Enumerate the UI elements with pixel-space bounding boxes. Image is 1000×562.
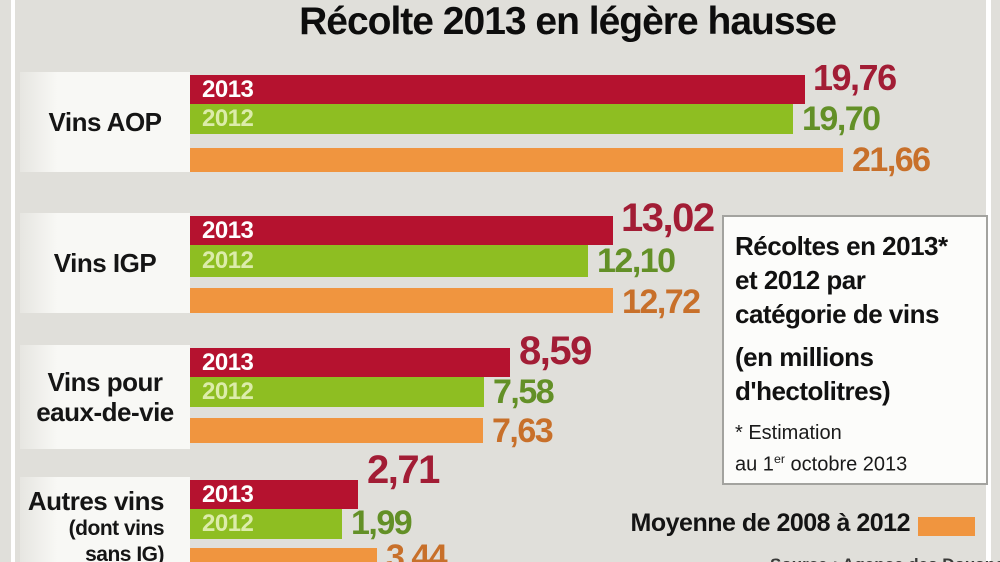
legend-average-label: Moyenne de 2008 à 2012 [630, 509, 911, 537]
page-title: Récolte 2013 en légère hausse [299, 0, 837, 43]
category-label: Vins IGP [53, 248, 157, 278]
category-label-box-vins-aop: Vins AOP [20, 72, 190, 172]
value-label-2012: 19,70 [802, 100, 881, 138]
year-label-2012: 2012 [202, 510, 254, 537]
value-label-average: 3,44 [386, 538, 448, 562]
right-border-strip [986, 0, 991, 562]
bar-2013-autres-vins: 2013 [190, 480, 358, 509]
value-label-average: 12,72 [622, 283, 701, 321]
footnote-line: * Estimation [735, 422, 842, 444]
side-note-box: Récoltes en 2013* et 2012 par catégorie … [722, 215, 988, 485]
bar-2013-vins-aop: 2013 [190, 75, 805, 104]
bar-average-vins-aop [190, 148, 843, 172]
year-label-2012: 2012 [202, 247, 254, 274]
category-label-box-autres-vins: Autres vins (dont vins sans IG) [20, 477, 190, 562]
value-label-2012: 1,99 [351, 504, 413, 542]
value-label-average: 7,63 [492, 412, 554, 450]
category-label-box-eaux-de-vie: Vins pour eaux-de-vie [20, 345, 190, 449]
bar-average-eaux-de-vie [190, 418, 483, 443]
year-label-2013: 2013 [202, 480, 254, 508]
bar-2012-vins-aop: 2012 [190, 104, 793, 134]
category-label: Vins AOP [48, 107, 162, 137]
value-label-average: 21,66 [852, 141, 931, 179]
value-label-2012: 12,10 [597, 242, 676, 280]
side-note-unit-line: (en millions [735, 342, 874, 372]
value-label-2013: 13,02 [621, 196, 715, 240]
footnote-superscript: er [773, 452, 785, 466]
legend-average-swatch-icon [918, 517, 975, 536]
value-label-2013: 8,59 [519, 329, 592, 373]
value-label-2012: 7,58 [493, 373, 555, 411]
footnote-text: au 1 [735, 453, 774, 476]
year-label-2012: 2012 [202, 378, 254, 405]
bar-2013-eaux-de-vie: 2013 [190, 348, 510, 377]
source-credit: Source : Agence des Douanes [770, 555, 1000, 562]
category-label-line: eaux-de-vie [36, 397, 174, 427]
bar-2012-autres-vins: 2012 [190, 509, 342, 539]
left-border-strip [11, 0, 15, 562]
category-label-line: (dont vins [68, 517, 165, 540]
category-label-line: Vins pour [47, 367, 163, 397]
footnote-text: octobre 2013 [784, 453, 908, 476]
bar-average-autres-vins [190, 548, 377, 562]
value-label-2013: 19,76 [813, 57, 897, 98]
side-note-line: Récoltes en 2013* [735, 231, 948, 261]
year-label-2013: 2013 [202, 348, 254, 376]
category-label-box-vins-igp: Vins IGP [20, 213, 190, 313]
bar-average-vins-igp [190, 288, 613, 313]
year-label-2013: 2013 [202, 216, 254, 244]
bar-2012-vins-igp: 2012 [190, 245, 588, 277]
side-note-line: et 2012 par [735, 265, 866, 295]
bar-2013-vins-igp: 2013 [190, 216, 613, 245]
footnote-line: au 1er octobre 2013 [735, 446, 975, 478]
side-note-unit-line: d'hectolitres) [735, 376, 891, 406]
category-label-line: sans IG) [85, 543, 164, 562]
value-label-2013: 2,71 [367, 448, 440, 492]
bar-2012-eaux-de-vie: 2012 [190, 377, 484, 407]
year-label-2012: 2012 [202, 105, 254, 132]
side-note-line: catégorie de vins [735, 299, 939, 329]
year-label-2013: 2013 [202, 75, 254, 103]
category-label-line: Autres vins [27, 486, 165, 516]
